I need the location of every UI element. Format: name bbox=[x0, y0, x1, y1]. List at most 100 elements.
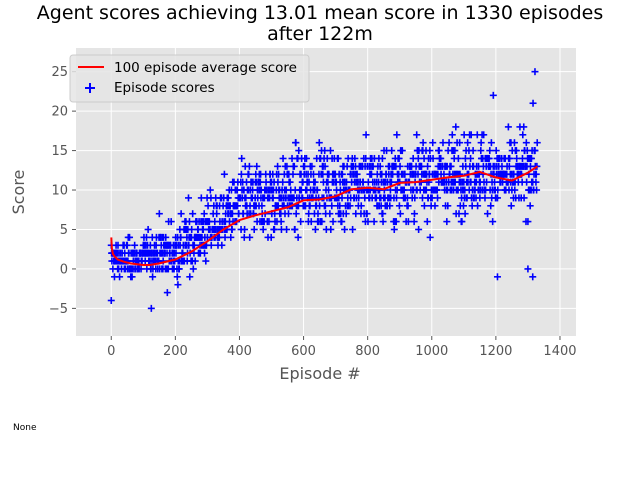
score-point bbox=[404, 202, 412, 210]
score-point bbox=[484, 210, 492, 218]
score-point bbox=[177, 210, 185, 218]
score-point bbox=[172, 249, 180, 257]
score-point bbox=[390, 225, 398, 233]
score-point bbox=[321, 202, 329, 210]
score-point bbox=[395, 202, 403, 210]
score-point bbox=[267, 233, 275, 241]
score-point bbox=[241, 225, 249, 233]
score-point bbox=[295, 147, 303, 155]
score-point bbox=[186, 273, 194, 281]
score-point bbox=[486, 147, 494, 155]
score-point bbox=[131, 241, 139, 249]
score-point bbox=[213, 210, 221, 218]
score-point bbox=[325, 186, 333, 194]
score-point bbox=[507, 202, 515, 210]
score-point bbox=[327, 225, 335, 233]
score-point bbox=[173, 273, 181, 281]
score-point bbox=[467, 131, 475, 139]
x-tick-label: 1400 bbox=[543, 344, 576, 359]
score-point bbox=[424, 162, 432, 170]
score-point bbox=[107, 296, 115, 304]
score-point bbox=[370, 218, 378, 226]
score-point bbox=[519, 131, 527, 139]
score-point bbox=[318, 218, 326, 226]
score-point bbox=[419, 139, 427, 147]
score-point bbox=[531, 68, 539, 76]
score-point bbox=[357, 202, 365, 210]
legend-label-average: 100 episode average score bbox=[114, 60, 297, 76]
score-point bbox=[245, 162, 253, 170]
score-point bbox=[283, 162, 291, 170]
score-point bbox=[245, 170, 253, 178]
score-point bbox=[250, 225, 258, 233]
score-point bbox=[487, 139, 495, 147]
score-point bbox=[474, 202, 482, 210]
score-point bbox=[128, 273, 136, 281]
average-score-line bbox=[110, 165, 539, 266]
score-point bbox=[386, 202, 394, 210]
score-point bbox=[527, 154, 535, 162]
score-point bbox=[277, 218, 285, 226]
score-point bbox=[506, 154, 514, 162]
score-point bbox=[429, 139, 437, 147]
score-point bbox=[456, 139, 464, 147]
y-tick-label: 5 bbox=[60, 223, 68, 238]
score-point bbox=[400, 186, 408, 194]
score-point bbox=[338, 218, 346, 226]
score-point bbox=[315, 139, 323, 147]
score-point bbox=[411, 194, 419, 202]
score-point bbox=[393, 131, 401, 139]
score-point bbox=[292, 139, 300, 147]
score-point bbox=[174, 281, 182, 289]
score-point bbox=[481, 194, 489, 202]
score-point bbox=[326, 210, 334, 218]
x-tick-label: 400 bbox=[227, 344, 252, 359]
score-point bbox=[494, 186, 502, 194]
x-axis-label: Episode # bbox=[279, 364, 360, 383]
score-point bbox=[492, 147, 500, 155]
score-point bbox=[163, 289, 171, 297]
score-point bbox=[420, 202, 428, 210]
score-point bbox=[258, 202, 266, 210]
score-point bbox=[429, 154, 437, 162]
score-point bbox=[297, 218, 305, 226]
score-point bbox=[189, 210, 197, 218]
score-point bbox=[285, 210, 292, 218]
score-point bbox=[314, 210, 322, 218]
score-point bbox=[379, 210, 387, 218]
score-point bbox=[378, 154, 386, 162]
score-point bbox=[524, 265, 532, 273]
score-point bbox=[477, 139, 485, 147]
score-point bbox=[200, 210, 208, 218]
score-point bbox=[511, 186, 519, 194]
x-tick-label: 1200 bbox=[479, 344, 512, 359]
score-point bbox=[353, 170, 361, 178]
score-point bbox=[351, 154, 359, 162]
score-point bbox=[477, 147, 485, 155]
score-point bbox=[485, 154, 493, 162]
score-point bbox=[185, 194, 192, 202]
y-tick-label: −5 bbox=[49, 302, 68, 317]
score-point bbox=[423, 218, 431, 226]
score-point bbox=[410, 218, 418, 226]
y-tick-label: 0 bbox=[60, 262, 68, 277]
score-point bbox=[349, 225, 357, 233]
score-point bbox=[341, 225, 349, 233]
score-point bbox=[227, 233, 235, 241]
footer-note: None bbox=[13, 423, 37, 433]
score-point bbox=[177, 233, 185, 241]
score-point bbox=[437, 154, 445, 162]
score-point bbox=[246, 233, 254, 241]
score-point bbox=[326, 147, 334, 155]
score-point bbox=[439, 139, 447, 147]
score-point bbox=[431, 202, 439, 210]
score-point bbox=[458, 218, 466, 226]
score-point bbox=[533, 186, 541, 194]
score-point bbox=[393, 194, 401, 202]
score-point bbox=[220, 170, 228, 178]
score-point bbox=[520, 123, 528, 131]
score-point bbox=[234, 202, 242, 210]
score-point bbox=[447, 162, 455, 170]
score-point bbox=[396, 210, 404, 218]
score-point bbox=[283, 225, 291, 233]
